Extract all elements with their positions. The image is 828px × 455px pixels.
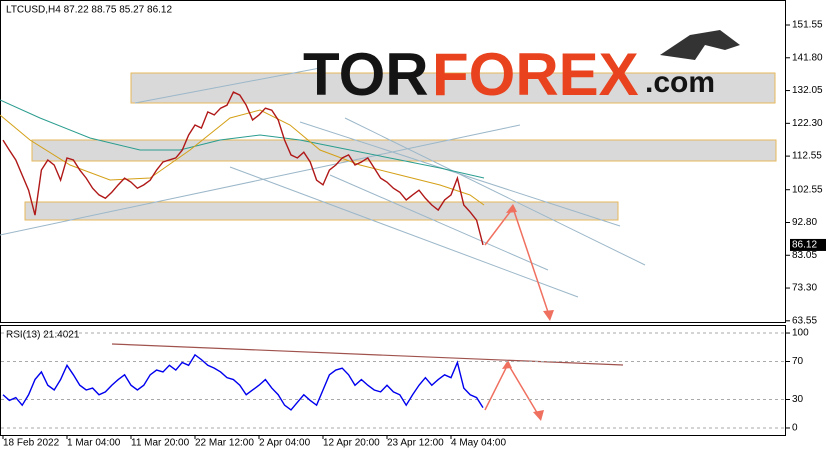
y-tick-label: 102.55: [792, 184, 823, 195]
price-tag-label: 86.12: [792, 240, 817, 251]
y-tick-label: 151.55: [792, 20, 823, 31]
logo-text: FOREX: [432, 41, 639, 108]
x-tick-label: 22 Mar 12:00: [195, 438, 254, 449]
price-line: [2, 353, 484, 411]
y-tick-label: 92.80: [792, 217, 817, 228]
logo-text: .com: [645, 66, 715, 99]
x-tick-label: 23 Apr 12:00: [387, 438, 444, 449]
chart-title: RSI(13) 21.4021: [6, 330, 80, 341]
x-tick-label: 11 Mar 20:00: [131, 438, 190, 449]
moving-average: [0, 99, 485, 179]
logo-icon: [660, 30, 740, 60]
moving-average: [0, 109, 485, 206]
rsi-panel: [0, 325, 786, 436]
y-tick-label: 63.55: [792, 315, 817, 326]
x-tick-label: 12 Apr 20:00: [323, 438, 380, 449]
x-tick-label: 2 Apr 04:00: [259, 438, 311, 449]
y-tick-label: 112.55: [792, 151, 822, 162]
x-tick-label: 18 Feb 2022: [3, 438, 60, 449]
arrow-head: [506, 204, 517, 213]
y-tick-label: 0: [792, 423, 798, 434]
y-tick-label: 70: [792, 356, 804, 367]
y-tick-label: 132.05: [792, 85, 823, 96]
chart-title: LTCUSD,H4 87.22 88.75 85.27 86.12: [6, 5, 172, 16]
arrow-head: [533, 410, 544, 421]
resistance-zone: [130, 72, 776, 104]
y-tick-label: 122.30: [792, 118, 823, 129]
y-tick-label: 141.80: [792, 52, 823, 63]
arrow-head: [502, 360, 512, 369]
x-tick-label: 1 Mar 04:00: [67, 438, 121, 449]
y-tick-label: 83.05: [792, 250, 817, 261]
trend-lines: [0, 67, 646, 298]
price-tag: [790, 238, 826, 251]
arrow-head: [543, 310, 554, 321]
y-tick-label: 73.30: [792, 283, 817, 294]
x-tick-label: 4 May 04:00: [451, 438, 506, 449]
price-line: [2, 91, 484, 246]
support-zone: [24, 201, 619, 221]
logo-text: TOR: [303, 41, 429, 108]
y-tick-label: 30: [792, 394, 804, 405]
y-tick-label: 100: [792, 328, 809, 339]
